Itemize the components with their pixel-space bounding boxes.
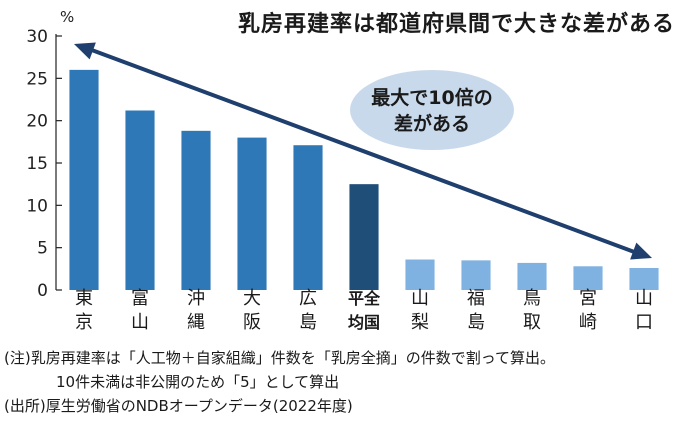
bar: [405, 259, 435, 290]
category-label: 山: [635, 288, 653, 309]
category-label: 山: [131, 312, 149, 333]
bar: [517, 262, 547, 290]
bar: [573, 266, 603, 290]
range-arrow-head-end: [630, 242, 652, 260]
category-label: 沖: [187, 288, 205, 309]
category-label: 平全: [348, 289, 381, 308]
category-label: 阪: [243, 312, 261, 333]
chart-title: 乳房再建率は都道府県間で大きな差がある: [237, 12, 675, 37]
chart-notes: (注)乳房再建率は「人工物＋自家組織」件数を「乳房全摘」の件数で割って算出。 1…: [4, 346, 555, 418]
y-tick-label: 30: [26, 27, 48, 47]
category-label: 縄: [187, 312, 205, 333]
category-label: 山: [411, 288, 429, 309]
category-label: 大: [243, 288, 261, 309]
y-tick-label: 5: [37, 239, 48, 259]
y-tick-label: 25: [26, 69, 48, 89]
annotation-text: 最大で10倍の: [371, 86, 492, 109]
bar: [125, 110, 155, 290]
category-label: 島: [299, 312, 317, 333]
range-arrow-head-start: [74, 42, 96, 60]
bar: [349, 184, 379, 290]
y-tick-label: 10: [26, 196, 48, 216]
category-label: 東: [75, 288, 93, 309]
bar: [237, 137, 267, 290]
range-arrow-line: [86, 46, 640, 256]
annotation-text: 差がある: [394, 112, 470, 135]
category-label: 取: [523, 312, 541, 333]
category-label: 鳥: [523, 288, 541, 309]
category-label: 崎: [579, 312, 597, 333]
category-label: 富: [131, 288, 149, 309]
bar: [181, 130, 211, 290]
bar: [629, 267, 659, 290]
y-unit-label: %: [60, 8, 74, 26]
bar: [69, 69, 99, 290]
bar: [293, 145, 323, 290]
category-label: 宮: [579, 288, 597, 309]
bar-chart: %051015202530東京富山沖縄大阪広島平全均国山梨福島鳥取宮崎山口最大で…: [26, 8, 659, 333]
annotation-bubble: [350, 70, 514, 150]
category-label: 島: [467, 312, 485, 333]
category-label: 口: [635, 312, 653, 333]
category-label: 広: [299, 288, 317, 309]
y-tick-label: 0: [37, 281, 48, 301]
bar: [461, 260, 491, 290]
y-tick-label: 20: [26, 112, 48, 132]
note-method: (注)乳房再建率は「人工物＋自家組織」件数を「乳房全摘」の件数で割って算出。: [4, 349, 555, 367]
category-label: 福: [467, 288, 485, 309]
category-label: 京: [75, 312, 93, 333]
category-label: 均国: [348, 313, 380, 332]
note-source: (出所)厚生労働省のNDBオープンデータ(2022年度): [4, 397, 353, 415]
category-label: 梨: [411, 312, 429, 333]
note-method-continued: 10件未満は非公開のため「5」として算出: [56, 373, 340, 391]
y-tick-label: 15: [26, 154, 48, 174]
